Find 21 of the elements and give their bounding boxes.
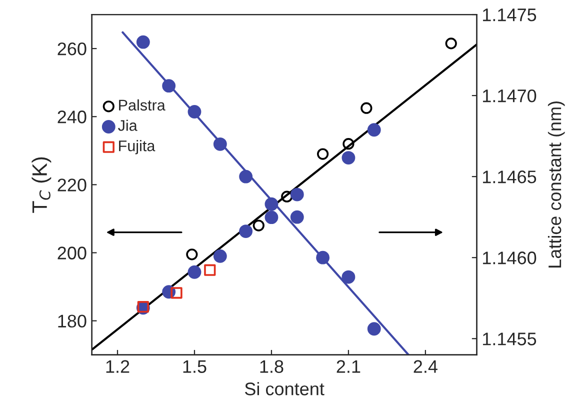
y-tick-label: 200 <box>58 246 86 260</box>
y-axis-title: T$_{C}$ (K) <box>32 157 52 213</box>
x-tick-label: 1.5 <box>183 360 206 373</box>
x-axis-title: Si content <box>244 382 324 396</box>
y2-tick-label: 1.1465 <box>483 170 536 184</box>
y2-tick-label: 1.1475 <box>483 8 536 22</box>
y2-axis-title: Lattice constant (nm) <box>548 101 565 268</box>
legend-label: Palstra <box>119 99 166 111</box>
legend-label: Jia <box>118 120 138 131</box>
y-tick-label: 220 <box>58 178 86 192</box>
y2-tick-label: 1.1460 <box>483 252 536 264</box>
x-tick-label: 2.4 <box>414 360 438 373</box>
y2-tick-label: 1.1470 <box>483 89 536 102</box>
y-tick-label: 260 <box>58 42 86 56</box>
x-tick-label: 1.8 <box>260 360 284 373</box>
y-tick-label: 180 <box>58 314 86 328</box>
legend-label: Fujita <box>119 140 156 154</box>
y2-tick-label: 1.1455 <box>483 332 536 346</box>
x-tick-label: 2.1 <box>336 360 360 373</box>
x-tick-label: 1.2 <box>106 360 130 373</box>
y-tick-label: 240 <box>58 110 86 124</box>
